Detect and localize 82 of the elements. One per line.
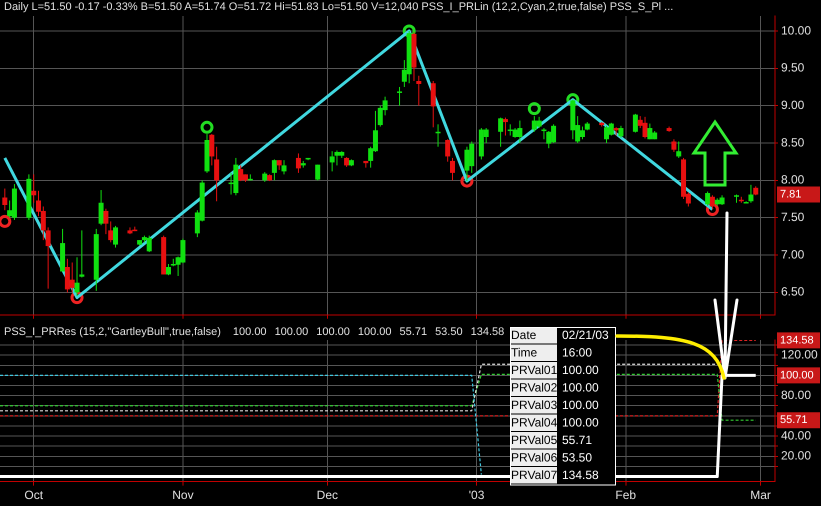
annotation: 02/21/03 — [562, 328, 610, 342]
candlestick — [272, 158, 277, 181]
candlestick — [98, 190, 104, 226]
annotation: 100.00 — [780, 369, 814, 382]
candlestick — [74, 256, 80, 297]
x-tick-label: Dec — [316, 488, 338, 502]
annotation: 134.58 — [562, 468, 600, 482]
annotation: 100.00 — [562, 380, 600, 395]
annotation: 53.50 — [562, 450, 592, 465]
candlestick — [2, 188, 8, 211]
candlestick — [632, 113, 638, 134]
candlestick — [676, 140, 682, 158]
candlestick — [618, 125, 624, 138]
annotation: 100.00 — [562, 398, 600, 412]
candlestick — [502, 117, 508, 136]
annotation: PRVal02 — [511, 380, 558, 395]
x-tick-label: Mar — [750, 488, 771, 502]
text: 55.71 — [400, 326, 428, 339]
candlestick — [748, 184, 754, 204]
y-tick-label: 8.00 — [781, 172, 805, 187]
candlestick — [344, 156, 350, 168]
text: 134.58 — [470, 326, 504, 339]
annotation: PRVal04 — [511, 416, 558, 430]
x-tick-label: Nov — [172, 488, 194, 502]
y-tick-label: 120.00 — [781, 347, 818, 362]
annotation: Time — [511, 346, 538, 360]
y-tick-label: 9.00 — [781, 98, 805, 112]
candlestick — [31, 174, 36, 204]
candlestick — [416, 75, 422, 106]
y-tick-label: 6.50 — [781, 284, 805, 299]
annotation: PRVal05 — [511, 433, 558, 448]
point — [706, 202, 719, 216]
x-tick-label: '03 — [468, 488, 485, 502]
candlestick — [262, 172, 268, 182]
candlestick — [436, 124, 441, 148]
candlestick — [296, 152, 301, 174]
text: 100.00 — [274, 326, 308, 339]
candlestick — [397, 86, 402, 106]
annotation: PRVal07 — [511, 468, 558, 482]
candlestick — [282, 160, 287, 175]
y-tick-label: 10.00 — [781, 23, 812, 38]
annotation: 55.71 — [562, 433, 592, 448]
y-tick-label: 20.00 — [781, 448, 812, 463]
text: 100.00 — [232, 326, 267, 339]
text: 53.50 — [435, 326, 463, 339]
candlestick — [315, 164, 320, 181]
y-tick-label: 8.50 — [781, 135, 805, 150]
candlestick — [710, 194, 715, 210]
y-tick-label: 80.00 — [781, 388, 812, 402]
annotation: 55.71 — [780, 414, 808, 426]
candlestick — [113, 225, 118, 248]
y-tick-label: 7.50 — [781, 210, 805, 224]
annotation: 100.00 — [562, 416, 600, 430]
y-tick-label: 9.50 — [781, 60, 805, 75]
annotation: 7.81 — [780, 188, 802, 201]
x-tick-label: Feb — [615, 488, 636, 502]
candlestick — [166, 264, 171, 276]
candlestick — [671, 138, 676, 152]
candlestick — [330, 150, 335, 172]
text: 100.00 — [358, 326, 392, 339]
chart-title: PSS_I_PRRes (15,2,"GartleyBull",true,false) — [4, 326, 221, 339]
chart-title: Daily L=51.50 -0.17 -0.33% B=51.50 A=51.74 O=51.72 Hi=51.83 Lo=51.50 V=12,040 PSS_I_PRLin (12,2,Cyan,2,true,false) PSS_S_Pl ... — [4, 1, 674, 14]
annotation: PRVal03 — [511, 398, 558, 412]
annotation: 16:00 — [562, 346, 592, 360]
annotation: 100.00 — [562, 363, 600, 378]
annotation: PRVal01 — [511, 363, 558, 378]
candlestick — [498, 117, 504, 148]
text: 100.00 — [316, 326, 350, 339]
candlestick — [430, 80, 436, 128]
x-tick-label: Oct — [24, 488, 44, 502]
candlestick — [445, 138, 450, 162]
y-tick-label: 7.00 — [781, 247, 805, 262]
annotation: 134.58 — [780, 334, 814, 346]
candlestick — [541, 128, 546, 140]
candlestick — [705, 191, 710, 206]
point — [200, 120, 214, 134]
y-tick-label: 40.00 — [781, 428, 812, 442]
candlestick — [276, 160, 282, 170]
annotation: Date — [511, 328, 537, 342]
point — [528, 102, 541, 116]
candlestick — [450, 157, 455, 181]
annotation: PRVal06 — [511, 450, 558, 465]
